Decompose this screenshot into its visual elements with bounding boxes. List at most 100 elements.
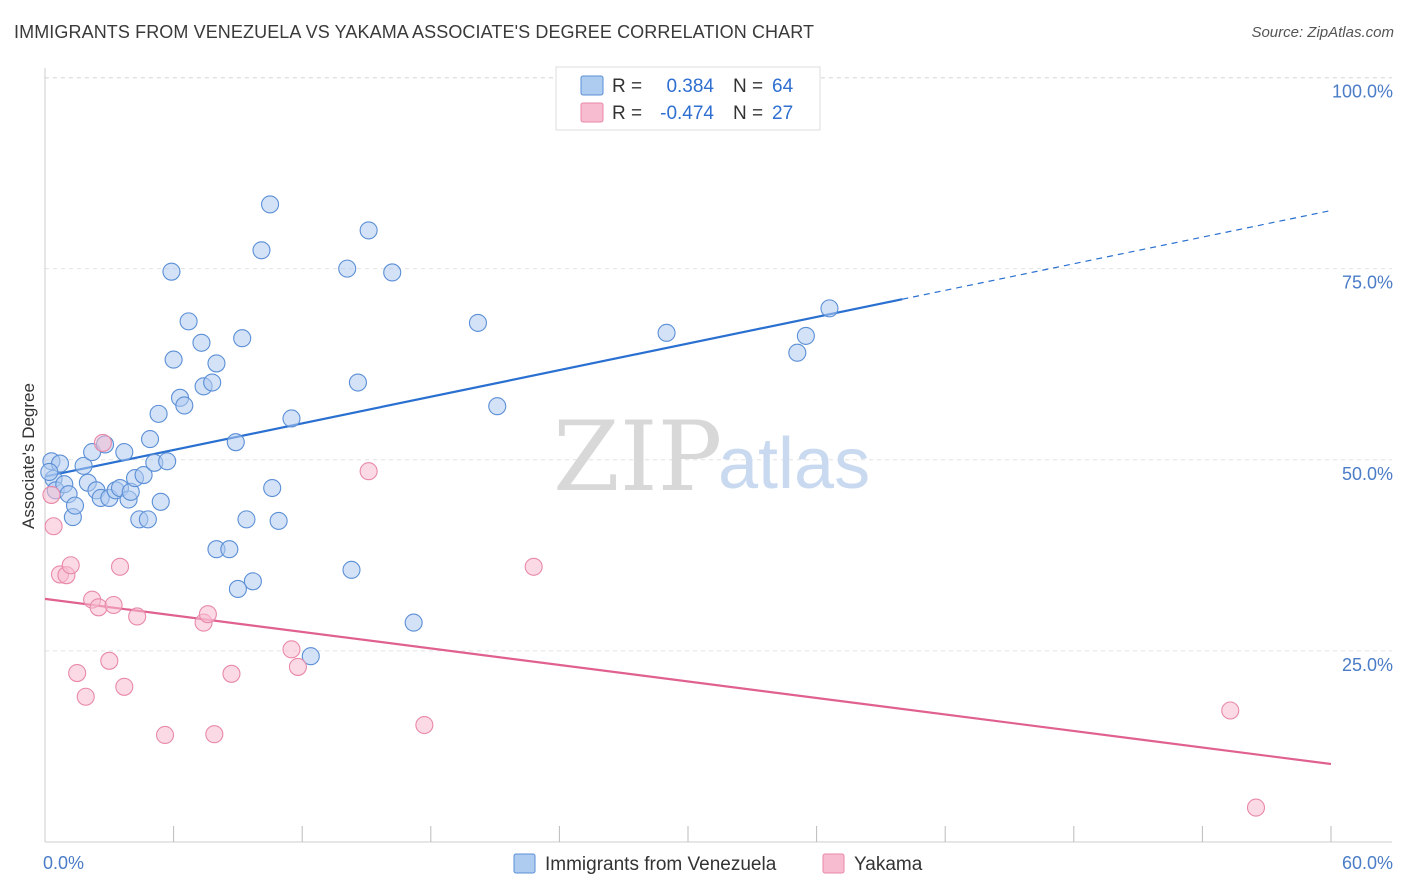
point-yakama — [115, 677, 134, 696]
point-venezuela — [359, 221, 378, 240]
legend-n-value-1: 64 — [772, 76, 794, 97]
point-yakama — [100, 651, 119, 670]
point-yakama — [42, 485, 61, 504]
point-venezuela — [151, 492, 170, 511]
axes: 25.0% 50.0% 75.0% 100.0% 0.0% 60.0% — [43, 68, 1393, 873]
point-venezuela — [788, 343, 807, 362]
y-tick-label: 50.0% — [1342, 464, 1393, 484]
point-yakama — [205, 725, 224, 744]
point-venezuela — [134, 465, 153, 485]
legend-r-value-1: 0.384 — [666, 76, 714, 97]
point-venezuela — [260, 195, 280, 214]
trend-lines — [44, 209, 1332, 766]
stats-legend: R = 0.384 N = 64 R = -0.474 N = 27 — [555, 66, 821, 131]
point-venezuela — [404, 613, 423, 632]
point-yakama — [128, 607, 147, 626]
source-credit: Source: ZipAtlas.com — [1251, 24, 1394, 41]
point-yakama — [44, 517, 63, 536]
y-axis-title: Associate's Degree — [19, 383, 38, 529]
y-tick-label: 75.0% — [1342, 273, 1393, 293]
trend-line-venezuela-extension — [902, 209, 1332, 300]
point-venezuela — [40, 462, 59, 482]
point-venezuela — [164, 350, 183, 369]
point-venezuela — [348, 373, 367, 392]
series-legend-label-yakama: Yakama — [854, 854, 923, 875]
point-yakama — [288, 657, 307, 676]
point-venezuela — [252, 241, 271, 260]
point-yakama — [524, 557, 543, 576]
point-yakama — [61, 556, 80, 575]
point-venezuela — [140, 430, 160, 449]
point-venezuela — [115, 443, 134, 462]
trend-line-yakama — [44, 597, 1332, 766]
point-venezuela — [179, 312, 198, 331]
point-venezuela — [383, 263, 402, 282]
point-venezuela — [342, 560, 361, 579]
point-yakama — [222, 664, 241, 683]
point-venezuela — [203, 373, 222, 392]
point-venezuela — [796, 326, 815, 345]
watermark-zip: ZIP — [553, 401, 722, 513]
series-legend-swatch-venezuela — [513, 853, 536, 874]
point-venezuela — [138, 510, 157, 529]
point-venezuela — [237, 510, 256, 529]
point-yakama — [76, 687, 95, 706]
point-yakama — [104, 595, 123, 615]
point-yakama — [68, 663, 87, 683]
point-yakama — [415, 715, 434, 735]
point-venezuela — [243, 572, 262, 591]
point-yakama — [89, 598, 108, 617]
point-venezuela — [226, 433, 245, 452]
point-venezuela — [228, 579, 247, 599]
series-legend: Immigrants from Venezuela Yakama — [513, 853, 923, 875]
point-yakama — [1221, 701, 1240, 720]
x-tick-label: 0.0% — [43, 853, 84, 873]
point-venezuela — [207, 354, 226, 373]
legend-n-label-2: N = — [733, 103, 763, 124]
y-tick-label: 25.0% — [1342, 655, 1393, 675]
point-yakama — [1246, 798, 1266, 817]
point-venezuela — [74, 456, 93, 475]
legend-swatch-blue — [580, 75, 604, 96]
legend-r-label-1: R = — [612, 76, 642, 97]
point-yakama — [282, 640, 301, 659]
point-venezuela — [468, 313, 488, 332]
series-legend-label-venezuela: Immigrants from Venezuela — [545, 854, 777, 875]
point-venezuela — [282, 409, 301, 428]
chart-title: IMMIGRANTS FROM VENEZUELA VS YAKAMA ASSO… — [14, 22, 815, 42]
point-venezuela — [65, 496, 85, 515]
point-venezuela — [149, 404, 168, 423]
point-venezuela — [162, 262, 181, 281]
point-yakama — [93, 433, 112, 452]
point-venezuela — [488, 397, 507, 416]
point-venezuela — [820, 299, 839, 318]
legend-r-value-2: -0.474 — [660, 103, 714, 124]
series-legend-swatch-yakama — [822, 853, 845, 874]
point-venezuela — [158, 452, 177, 471]
point-venezuela — [192, 333, 211, 352]
point-yakama — [110, 557, 130, 576]
point-yakama — [359, 462, 378, 481]
point-yakama — [155, 725, 175, 745]
point-yakama — [198, 605, 217, 624]
x-tick-label: 60.0% — [1342, 853, 1393, 873]
point-venezuela — [175, 396, 194, 415]
point-venezuela — [220, 540, 239, 559]
legend-swatch-pink — [580, 102, 604, 123]
point-venezuela — [657, 323, 676, 342]
point-venezuela — [269, 511, 288, 530]
point-venezuela — [263, 478, 282, 498]
watermark: ZIP atlas — [553, 401, 870, 513]
trend-line-venezuela — [44, 298, 903, 478]
legend-n-label-1: N = — [733, 76, 763, 97]
data-points — [40, 195, 1266, 817]
y-tick-label: 100.0% — [1332, 82, 1393, 102]
point-venezuela — [301, 647, 320, 666]
legend-r-label-2: R = — [612, 103, 642, 124]
legend-n-value-2: 27 — [772, 103, 793, 124]
grid-lines — [45, 77, 1392, 652]
point-venezuela — [338, 259, 357, 278]
watermark-atlas: atlas — [718, 424, 870, 504]
point-venezuela — [233, 329, 252, 348]
